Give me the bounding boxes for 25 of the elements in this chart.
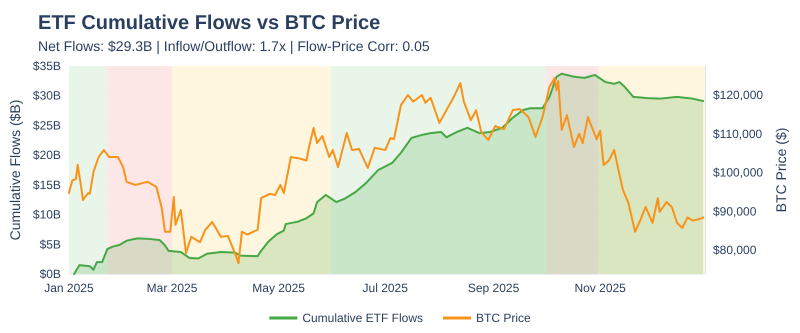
legend-label: BTC Price: [476, 311, 532, 325]
x-tick-label: Sep 2025: [468, 281, 520, 295]
y2-tick-label: $90,000: [713, 204, 757, 218]
y-tick-label: $0B: [40, 267, 61, 281]
y-axis-title: Cumulative Flows ($B): [7, 100, 23, 240]
x-tick-label: May 2025: [252, 281, 306, 295]
y-tick-label: $5B: [40, 237, 61, 252]
y2-tick-label: $80,000: [713, 242, 757, 257]
y2-tick-label: $120,000: [713, 88, 764, 102]
y-tick-label: $30B: [32, 88, 61, 103]
x-tick-label: Jul 2025: [362, 281, 408, 295]
x-tick-label: Jan 2025: [44, 281, 94, 295]
y2-tick-label: $110,000: [713, 126, 762, 141]
legend-label: Cumulative ETF Flows: [302, 311, 424, 325]
y2-tick-label: $100,000: [713, 166, 764, 180]
y-tick-label: $25B: [32, 118, 61, 132]
y-tick-label: $35B: [32, 59, 61, 73]
chart-title: ETF Cumulative Flows vs BTC Price: [38, 12, 380, 34]
y-tick-label: $20B: [32, 148, 61, 162]
x-tick-label: Nov 2025: [574, 281, 626, 295]
y-tick-label: $15B: [32, 178, 61, 192]
chart-subtitle: Net Flows: $29.3B | Inflow/Outflow: 1.7x | Flow-Price Corr: 0.05: [38, 38, 430, 54]
y-tick-label: $10B: [32, 208, 61, 222]
y2-axis-title: BTC Price ($): [772, 128, 789, 212]
x-tick-label: Mar 2025: [146, 281, 198, 295]
